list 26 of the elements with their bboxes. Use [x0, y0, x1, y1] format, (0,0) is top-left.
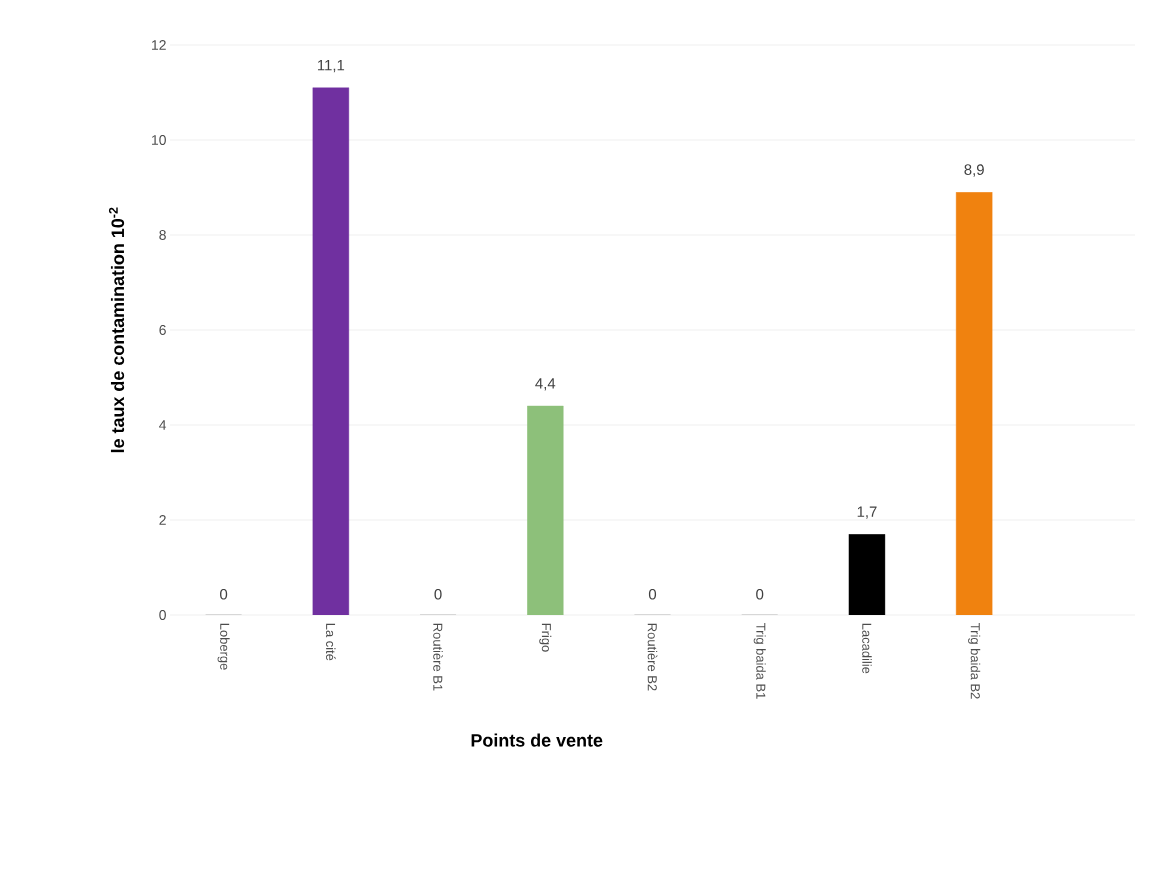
x-tick-label: Routière B2	[647, 623, 658, 691]
x-tick-label: Routière B1	[433, 623, 443, 691]
bar	[527, 405, 564, 615]
data-label: 0	[648, 588, 657, 600]
y-tick-label: 10	[152, 135, 166, 145]
x-tick-label: La cité	[326, 623, 336, 661]
y-axis-title: le taux de contamination 10$^{-2}$	[108, 207, 125, 453]
data-label: 0	[220, 588, 228, 600]
x-tick-label: Lacadilie	[862, 623, 872, 674]
data-label: 4,4	[535, 378, 556, 391]
y-tick-label: 2	[159, 515, 166, 525]
x-tick-label: Trig baida B2	[968, 623, 981, 699]
y-tick-label: 4	[159, 420, 167, 430]
data-label: 1,7	[857, 506, 877, 519]
data-label: 0	[434, 588, 442, 600]
x-tick-label: Loberge	[217, 623, 230, 670]
data-label: 0	[756, 588, 764, 600]
y-tick-label: 12	[152, 40, 166, 50]
x-axis-title: Points de vente	[471, 733, 603, 747]
y-tick-label: 8	[159, 230, 166, 240]
x-tick-label: Frigo	[539, 623, 552, 652]
y-tick-label: 0	[159, 610, 166, 620]
data-label: 8,9	[964, 164, 984, 177]
x-tick-label: Trig baida B1	[753, 623, 766, 699]
data-label: 11,1	[317, 60, 345, 73]
y-tick-label: 6	[159, 325, 166, 335]
